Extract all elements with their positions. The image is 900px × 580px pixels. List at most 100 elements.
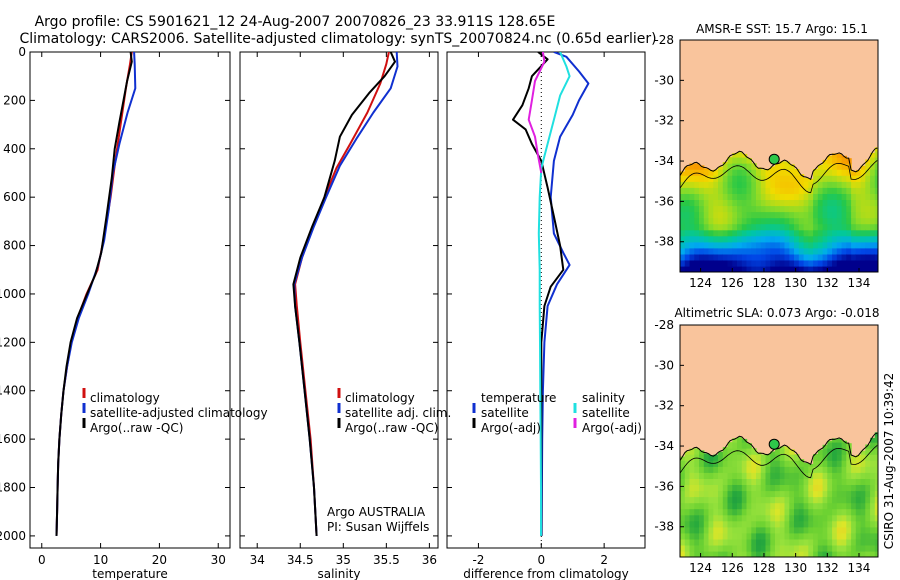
ocean-cell bbox=[846, 544, 852, 552]
ocean-cell bbox=[822, 490, 828, 498]
ocean-cell bbox=[760, 205, 767, 213]
ocean-cell bbox=[794, 520, 800, 528]
ocean-cell bbox=[703, 466, 710, 473]
ocean-cell bbox=[722, 490, 729, 498]
ocean-cell bbox=[770, 451, 776, 455]
ocean-cell bbox=[794, 265, 800, 272]
ocean-cell bbox=[751, 520, 757, 528]
ocean-cell bbox=[722, 472, 729, 479]
plot-frame bbox=[29, 51, 231, 549]
ocean-cell bbox=[832, 438, 838, 443]
ocean-cell bbox=[813, 169, 819, 176]
ocean-cell bbox=[789, 211, 795, 219]
ocean-cell bbox=[680, 544, 686, 552]
ocean-cell bbox=[784, 508, 790, 516]
ocean-cell bbox=[718, 532, 724, 540]
ocean-cell bbox=[855, 193, 862, 200]
ocean-cell bbox=[727, 478, 733, 485]
ocean-cell bbox=[860, 259, 866, 267]
ocean-cell bbox=[874, 550, 878, 557]
ocean-cell bbox=[722, 229, 729, 237]
ocean-cell bbox=[789, 508, 795, 516]
ocean-cell bbox=[851, 193, 857, 200]
ocean-cell bbox=[703, 259, 710, 267]
ocean-cell bbox=[722, 526, 729, 534]
ocean-cell bbox=[699, 520, 705, 528]
ocean-cell bbox=[794, 502, 800, 510]
ocean-cell bbox=[846, 532, 852, 540]
ocean-cell bbox=[684, 496, 691, 504]
ocean-cell bbox=[789, 205, 795, 213]
ocean-cell bbox=[822, 223, 828, 231]
ocean-cell bbox=[836, 181, 843, 188]
ocean-cell bbox=[817, 490, 824, 498]
ocean-cell bbox=[813, 175, 819, 182]
ocean-cell bbox=[784, 265, 790, 272]
ocean-cell bbox=[756, 175, 762, 182]
ocean-cell bbox=[784, 478, 790, 485]
ocean-cell bbox=[822, 472, 828, 479]
ocean-cell bbox=[737, 490, 743, 498]
ocean-cell bbox=[727, 514, 733, 522]
ocean-cell bbox=[756, 199, 762, 207]
ocean-cell bbox=[708, 490, 714, 498]
ocean-cell bbox=[741, 223, 748, 231]
ocean-cell bbox=[751, 193, 757, 200]
ocean-cell bbox=[865, 199, 871, 207]
ocean-cell bbox=[751, 223, 757, 231]
ocean-cell bbox=[741, 163, 748, 170]
ocean-cell bbox=[874, 490, 878, 498]
ocean-cell bbox=[708, 508, 714, 516]
ocean-cell bbox=[741, 211, 748, 219]
ocean-cell bbox=[870, 211, 876, 219]
ocean-cell bbox=[770, 484, 776, 492]
ocean-cell bbox=[751, 544, 757, 552]
ocean-cell bbox=[855, 478, 862, 485]
ocean-cell bbox=[808, 259, 814, 267]
ocean-cell bbox=[770, 550, 776, 557]
ocean-cell bbox=[846, 229, 852, 237]
ocean-cell bbox=[680, 490, 686, 498]
ocean-cell bbox=[699, 508, 705, 516]
ocean-cell bbox=[822, 159, 828, 164]
ocean-cell bbox=[727, 538, 733, 546]
ocean-cell bbox=[822, 235, 828, 243]
ocean-cell bbox=[751, 205, 757, 213]
ocean-cell bbox=[699, 478, 705, 485]
ocean-cell bbox=[699, 187, 705, 194]
ocean-cell bbox=[832, 241, 838, 249]
ocean-cell bbox=[860, 181, 866, 188]
ocean-cell bbox=[827, 448, 833, 455]
ocean-cell bbox=[822, 538, 828, 546]
ocean-cell bbox=[836, 484, 843, 492]
ocean-cell bbox=[684, 193, 691, 200]
ocean-cell bbox=[860, 211, 866, 219]
ocean-cell bbox=[798, 490, 805, 498]
ocean-cell bbox=[770, 217, 776, 225]
ocean-cell bbox=[827, 163, 833, 170]
ocean-cell bbox=[732, 472, 738, 479]
ocean-cell bbox=[865, 466, 871, 473]
ocean-cell bbox=[865, 526, 871, 534]
y-tick-label: 400 bbox=[3, 142, 26, 156]
ocean-cell bbox=[751, 514, 757, 522]
ocean-cell bbox=[727, 229, 733, 237]
ocean-cell bbox=[765, 454, 771, 461]
ocean-cell bbox=[760, 253, 767, 261]
ocean-cell bbox=[708, 502, 714, 510]
ocean-cell bbox=[794, 538, 800, 546]
ocean-cell bbox=[841, 508, 847, 516]
ocean-cell bbox=[727, 187, 733, 194]
ocean-cell bbox=[846, 265, 852, 272]
ocean-cell bbox=[784, 538, 790, 546]
ocean-cell bbox=[751, 502, 757, 510]
ocean-cell bbox=[836, 153, 843, 158]
ocean-cell bbox=[798, 265, 805, 272]
ocean-cell bbox=[703, 253, 710, 261]
ocean-cell bbox=[689, 169, 695, 176]
ocean-cell bbox=[841, 502, 847, 510]
ocean-cell bbox=[751, 538, 757, 546]
ocean-cell bbox=[874, 265, 878, 272]
ocean-cell bbox=[784, 466, 790, 473]
ocean-cell bbox=[779, 235, 786, 243]
